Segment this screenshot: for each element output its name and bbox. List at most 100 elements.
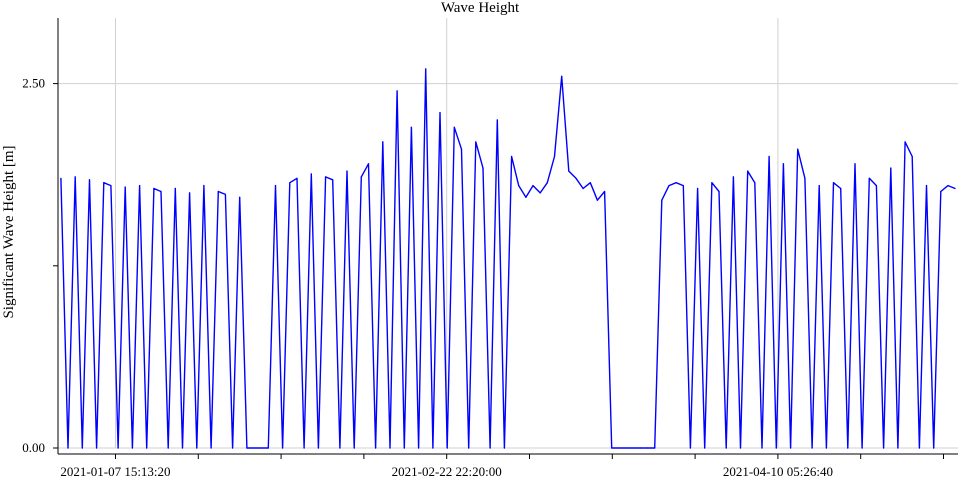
data-point <box>482 167 484 169</box>
data-point <box>618 447 620 449</box>
data-point <box>325 176 327 178</box>
data-point <box>682 185 684 187</box>
data-point <box>654 447 656 449</box>
data-point <box>496 119 498 121</box>
data-point <box>847 447 849 449</box>
data-point <box>124 186 126 188</box>
data-point <box>668 185 670 187</box>
data-point <box>704 447 706 449</box>
data-point <box>918 447 921 449</box>
data-point <box>239 196 241 198</box>
data-point <box>88 179 91 181</box>
data-point <box>525 196 527 198</box>
data-line-group <box>60 68 956 449</box>
data-point <box>418 447 420 449</box>
data-point <box>940 190 942 193</box>
data-point <box>289 182 291 184</box>
data-point <box>661 199 663 201</box>
data-point <box>253 447 255 449</box>
data-point <box>904 141 906 143</box>
tick-labels: 0.00 2.50 2021-01-07 15:13:20 2021-02-22 22… <box>22 76 833 479</box>
data-point <box>339 447 341 449</box>
data-point <box>196 447 198 449</box>
data-point <box>139 185 141 187</box>
data-point <box>532 185 534 187</box>
data-point <box>360 176 362 178</box>
data-point <box>217 190 219 193</box>
data-point <box>468 447 470 449</box>
data-point <box>868 177 870 179</box>
data-point <box>489 447 491 449</box>
data-point <box>775 447 777 449</box>
grid-lines <box>58 18 958 449</box>
data-point <box>189 192 191 194</box>
data-point <box>282 447 284 449</box>
data-point <box>689 447 692 449</box>
data-point <box>811 447 813 449</box>
data-point <box>410 126 412 128</box>
data-point <box>232 447 234 449</box>
data-point <box>911 155 913 158</box>
data-point <box>453 126 455 128</box>
data-point <box>790 447 792 449</box>
data-point <box>317 447 319 449</box>
data-point <box>518 185 520 187</box>
data-point <box>475 141 477 143</box>
data-point <box>933 447 935 449</box>
data-point <box>840 187 842 190</box>
data-point <box>346 170 348 172</box>
data-point <box>439 112 441 114</box>
data-point <box>296 177 298 179</box>
data-point <box>625 447 627 449</box>
data-point <box>782 163 785 165</box>
data-point <box>446 447 448 449</box>
data-point <box>725 447 727 449</box>
data-point <box>711 182 713 184</box>
data-point <box>797 148 799 150</box>
data-point <box>582 187 584 190</box>
data-point <box>925 185 928 187</box>
data-point <box>103 182 105 184</box>
data-point <box>947 185 949 187</box>
data-point <box>353 447 355 449</box>
data-point <box>761 447 763 449</box>
data-point <box>568 170 570 172</box>
data-point <box>954 187 956 190</box>
data-point <box>697 187 699 190</box>
data-point <box>825 447 828 449</box>
data-point <box>890 167 892 169</box>
data-point <box>60 177 62 179</box>
data-point <box>110 185 112 187</box>
chart-title: Wave Height <box>441 0 520 16</box>
data-point <box>732 176 735 178</box>
data-point <box>596 199 599 201</box>
data-point <box>396 90 398 92</box>
data-point <box>203 185 205 187</box>
data-point <box>375 447 377 449</box>
data-point <box>303 447 305 449</box>
data-point <box>718 190 720 193</box>
data-point <box>747 170 749 172</box>
data-point <box>174 187 176 190</box>
data-point <box>153 187 155 190</box>
data-point <box>632 447 634 449</box>
data-point <box>67 447 69 449</box>
data-point <box>160 190 162 193</box>
data-point <box>768 155 770 158</box>
data-point <box>274 185 277 187</box>
data-point <box>131 447 133 449</box>
x-tick-label: 2021-04-10 05:26:40 <box>723 464 833 479</box>
x-tick-label: 2021-01-07 15:13:20 <box>60 464 170 479</box>
y-tick-label: 2.50 <box>22 76 45 91</box>
data-point <box>181 447 184 449</box>
data-point <box>210 447 212 449</box>
axes <box>53 18 958 459</box>
data-point <box>883 447 885 449</box>
data-point <box>382 141 384 143</box>
data-point <box>432 447 434 449</box>
data-point <box>575 177 577 179</box>
data-point <box>611 447 613 449</box>
wave-height-line <box>60 68 956 449</box>
data-point <box>675 182 677 184</box>
